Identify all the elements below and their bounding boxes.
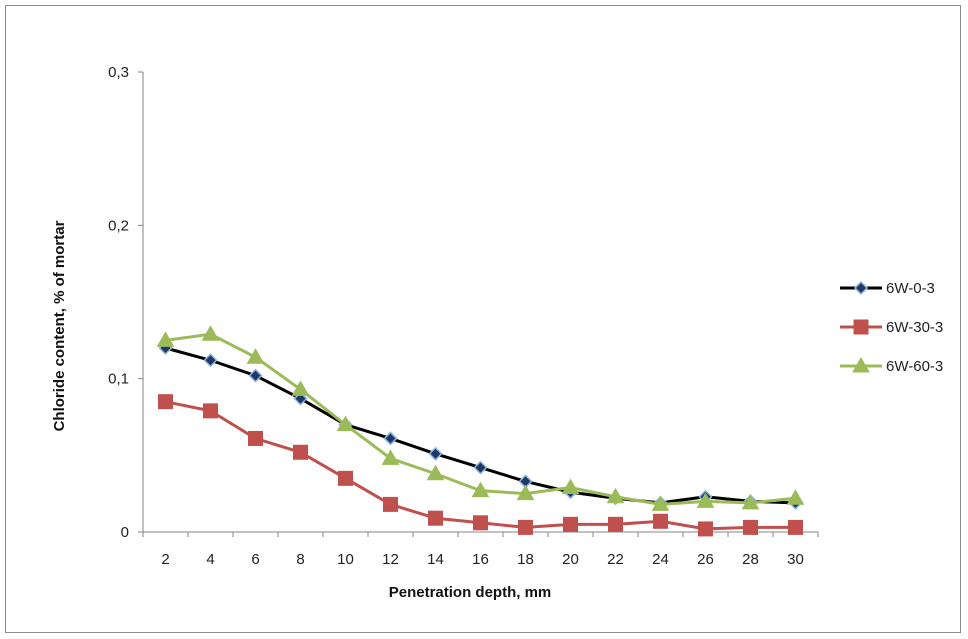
y-axis-title: Chloride content, % of mortar [51, 220, 68, 431]
legend-entry: 6W-30-3 [840, 319, 943, 336]
axes: 00,10,20,32 4 6 8 10 12 14 16 18 20 22 24 26 28 30 [108, 64, 819, 568]
data-point [383, 431, 398, 446]
data-point [606, 487, 625, 504]
x-axis-title: Penetration depth, mm [389, 584, 552, 601]
x-tick-label: 24 [652, 551, 669, 568]
x-tick-label: 14 [427, 551, 444, 568]
x-tick-label: 30 [787, 551, 804, 568]
data-point [383, 496, 398, 512]
x-tick-label: 4 [206, 551, 214, 568]
data-point [651, 495, 670, 511]
data-point [786, 489, 805, 505]
data-point [293, 444, 308, 460]
legend-entry: 6W-0-3 [840, 280, 935, 297]
legend-marker [853, 319, 869, 335]
x-tick-label: 6 [251, 551, 259, 568]
legend-marker [853, 280, 869, 296]
data-point [561, 478, 580, 495]
x-tick-label: 16 [472, 551, 489, 568]
data-point [201, 325, 220, 341]
data-point [291, 380, 310, 396]
y-tick-label: 0 [121, 524, 129, 541]
x-tick-label: 20 [562, 551, 579, 568]
data-point [158, 394, 173, 410]
data-point [336, 415, 355, 432]
data-point [516, 484, 535, 501]
legend-label: 6W-0-3 [886, 280, 935, 297]
data-point [246, 348, 265, 364]
data-point [471, 481, 490, 498]
data-point [203, 353, 218, 368]
legend-marker [852, 356, 870, 373]
y-tick-label: 0,2 [108, 217, 129, 234]
data-point [381, 449, 400, 465]
series-layer [156, 325, 805, 537]
data-point [743, 519, 758, 535]
data-point [428, 510, 443, 526]
data-point [788, 519, 803, 535]
y-tick-label: 0,1 [108, 371, 129, 388]
legend-label: 6W-60-3 [886, 358, 943, 375]
x-tick-label: 18 [517, 551, 534, 568]
data-point [696, 492, 715, 508]
data-point [428, 446, 443, 461]
data-point [473, 515, 488, 531]
data-point [156, 331, 175, 347]
x-tick-label: 26 [697, 551, 714, 568]
data-point [426, 464, 445, 481]
data-point [248, 430, 263, 446]
legend: 6W-0-3 6W-30-3 6W-60-3 [840, 280, 943, 375]
data-point [653, 513, 668, 529]
x-tick-label: 2 [161, 551, 169, 568]
legend-entry: 6W-60-3 [840, 356, 943, 375]
data-point [338, 470, 353, 486]
x-tick-label: 10 [337, 551, 354, 568]
series-line [165, 346, 796, 505]
x-tick-label: 8 [296, 551, 304, 568]
legend-label: 6W-30-3 [886, 319, 943, 336]
data-point [248, 368, 263, 383]
data-point [518, 519, 533, 535]
data-point [563, 516, 578, 532]
data-point [473, 460, 488, 475]
series-6W-60-3 [156, 325, 805, 511]
data-point [741, 493, 760, 510]
x-tick-label: 22 [607, 551, 624, 568]
data-point [698, 521, 713, 537]
x-tick-label: 28 [742, 551, 759, 568]
data-point [203, 403, 218, 419]
x-tick-label: 12 [382, 551, 399, 568]
y-tick-label: 0,3 [108, 64, 129, 81]
data-point [608, 516, 623, 532]
series-6W-30-3 [158, 394, 803, 537]
